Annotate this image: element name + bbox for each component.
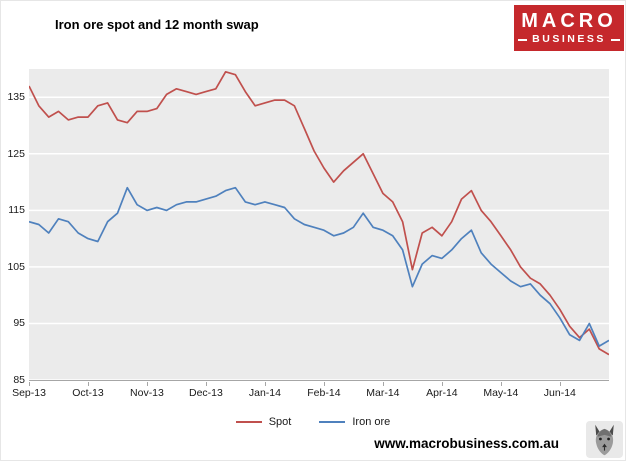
x-axis-tick <box>146 382 148 386</box>
y-axis-tick-label: 95 <box>13 317 25 330</box>
x-axis-tick <box>205 382 207 386</box>
x-axis-tick <box>559 382 561 386</box>
legend-item-spot: Spot <box>235 416 292 428</box>
y-axis-tick-label: 115 <box>8 204 25 217</box>
x-axis-tick <box>264 382 266 386</box>
x-axis-tick <box>441 382 443 386</box>
legend-label-spot: Spot <box>268 416 292 428</box>
y-axis-tick-label: 135 <box>7 91 25 104</box>
legend-item-iron-ore: Iron ore <box>319 416 390 428</box>
x-axis-tick <box>29 382 30 386</box>
x-axis-tick-label: Oct-13 <box>72 387 104 399</box>
logo-dash-left <box>518 38 528 41</box>
website-url: www.macrobusiness.com.au <box>374 436 559 451</box>
wolf-logo-icon <box>586 421 623 458</box>
x-axis-tick <box>500 382 502 386</box>
x-axis-tick-label: May-14 <box>483 387 519 399</box>
x-axis-tick <box>323 382 325 386</box>
x-axis-tick-label: Feb-14 <box>307 387 341 399</box>
x-axis-tick-label: Nov-13 <box>130 387 164 399</box>
y-axis-tick-label: 105 <box>7 260 25 273</box>
logo-text-business: BUSINESS <box>532 33 606 46</box>
x-axis-tick-label: Mar-14 <box>366 387 400 399</box>
x-axis-tick <box>382 382 384 386</box>
iron-ore-line-swatch <box>319 421 346 423</box>
legend-label-iron-ore: Iron ore <box>352 416 391 428</box>
x-axis-tick-label: Apr-14 <box>426 387 458 399</box>
y-axis-tick-label: 85 <box>13 374 25 386</box>
logo-text-macro: MACRO <box>521 10 617 33</box>
series-line-iron-ore <box>29 186 609 347</box>
chart-lines <box>29 70 609 380</box>
x-axis-tick-label: Jun-14 <box>543 387 576 399</box>
x-axis-tick-label: Dec-13 <box>189 387 223 399</box>
page-title: Iron ore spot and 12 month swap <box>55 17 259 32</box>
plot-area <box>29 69 609 381</box>
logo-dash-right <box>610 38 620 41</box>
legend: Spot Iron ore <box>1 416 625 428</box>
x-axis-tick-label: Jan-14 <box>248 387 281 399</box>
series-line-spot <box>29 70 609 356</box>
spot-line-swatch <box>235 421 262 423</box>
x-axis-tick-label: Sep-13 <box>12 387 46 399</box>
x-axis-tick <box>87 382 89 386</box>
macrobusiness-logo: MACRO BUSINESS <box>514 5 624 51</box>
y-axis-tick-label: 125 <box>7 147 25 160</box>
